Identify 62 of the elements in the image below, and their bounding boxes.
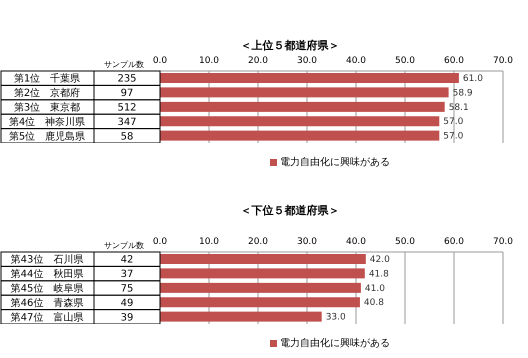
x-tick-label: 60.0	[444, 237, 464, 247]
legend-label: 電力自由化に興味がある	[280, 156, 390, 169]
x-tick-label: 0.0	[152, 56, 168, 66]
bar	[160, 297, 360, 308]
bar	[160, 102, 445, 112]
bar	[160, 282, 361, 293]
bar	[160, 312, 322, 322]
text: 512	[117, 102, 137, 114]
x-tick-label: 60.0	[444, 56, 464, 66]
y-tick-label: 第4位 神奈川県	[8, 116, 86, 128]
text: 39	[120, 312, 134, 324]
data-label: 40.8	[364, 298, 384, 308]
text: 75	[120, 284, 134, 294]
y-tick-label: 第46位 青森県	[10, 296, 84, 309]
text: 97	[120, 88, 134, 100]
x-tick-label: 70.0	[492, 237, 514, 247]
x-tick-label: 20.0	[248, 237, 268, 247]
data-label: 41.8	[368, 269, 390, 280]
y-tick-label: 第2位 京都府	[14, 87, 80, 100]
x-tick-label: 50.0	[394, 56, 416, 66]
data-label: 33.0	[326, 312, 346, 323]
bar	[160, 268, 365, 278]
text: 235	[117, 74, 137, 85]
bar	[160, 87, 449, 98]
x-tick-label: 10.0	[198, 56, 220, 66]
data-label: 58.9	[452, 88, 473, 98]
y-tick-label: 第5位 鹿児島県	[8, 130, 86, 142]
x-tick-label: 10.0	[198, 237, 220, 247]
text: 58	[120, 131, 134, 142]
text: サンプル数	[104, 60, 144, 70]
y-tick-label: 第44位 秋田県	[10, 268, 84, 280]
chart-title: ＜上位５都道府県＞	[240, 38, 340, 53]
y-tick-label: 第45位 岐阜県	[10, 282, 84, 294]
bar	[160, 130, 440, 141]
y-tick-label: 第47位 富山県	[10, 311, 84, 324]
text: 42	[120, 254, 134, 266]
data-label: 57.0	[443, 132, 464, 142]
bar	[160, 73, 459, 84]
data-label: 41.0	[364, 284, 386, 294]
x-tick-label: 40.0	[346, 237, 366, 247]
data-label: 58.1	[448, 102, 469, 113]
y-tick-label: 第1位 千葉県	[14, 72, 80, 85]
data-label: 57.0	[443, 117, 464, 128]
y-tick-label: 第43位 石川県	[10, 254, 84, 266]
y-tick-label: 第3位 東京都	[14, 102, 80, 114]
legend-label: 電力自由化に興味がある	[280, 336, 390, 350]
x-tick-label: 30.0	[296, 237, 318, 247]
text: 347	[117, 116, 137, 128]
chart-title: ＜下位５都道府県＞	[240, 203, 340, 218]
data-label: 42.0	[370, 255, 390, 266]
text: 49	[120, 298, 134, 309]
text: サンプル数	[104, 241, 144, 251]
x-tick-label: 30.0	[296, 56, 318, 66]
text: 37	[120, 269, 134, 280]
bar	[160, 116, 440, 126]
x-tick-label: 0.0	[152, 237, 168, 247]
x-tick-label: 20.0	[248, 56, 268, 66]
data-label: 61.0	[462, 74, 484, 84]
x-tick-label: 70.0	[492, 56, 514, 66]
x-tick-label: 50.0	[394, 237, 416, 247]
bar	[160, 254, 366, 264]
x-tick-label: 40.0	[346, 56, 366, 66]
